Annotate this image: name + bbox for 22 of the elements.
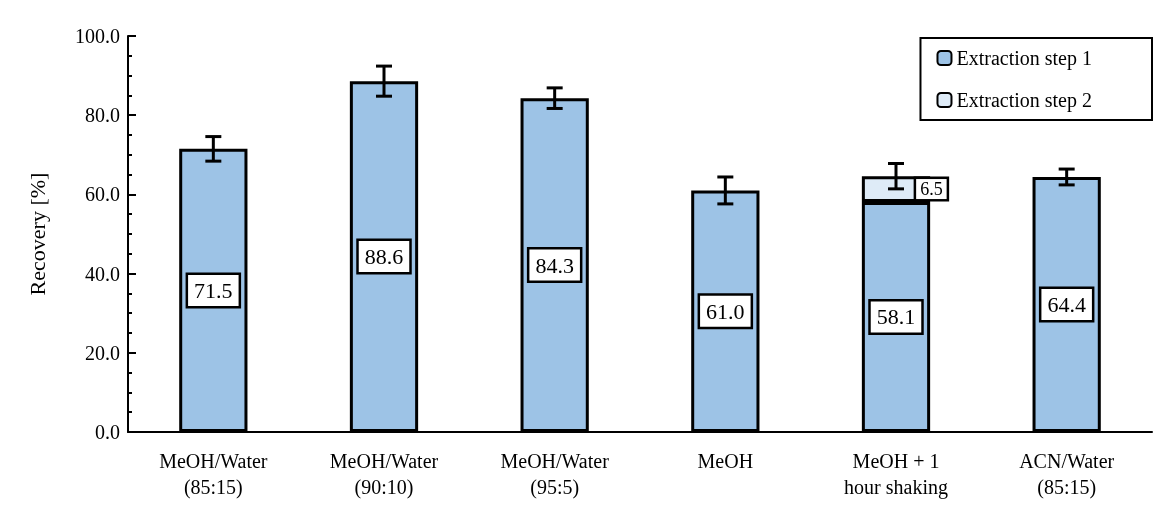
x-tick-label: MeOH/Water (95:5) <box>500 450 610 499</box>
data-label: 58.1 <box>876 304 916 330</box>
y-tick-label: 0.0 <box>95 421 120 443</box>
x-tick-label: ACN/Water (85:15) <box>1019 450 1115 499</box>
x-tick-label: MeOH/Water (85:15) <box>159 450 268 499</box>
data-label: 88.6 <box>364 244 404 270</box>
legend-label: Extraction step 1 <box>956 47 1093 70</box>
y-tick-label: 80.0 <box>85 104 120 127</box>
y-axis-title: Recovery [%] <box>24 172 50 296</box>
y-tick-label: 60.0 <box>85 183 120 206</box>
y-tick-label: 40.0 <box>85 262 120 285</box>
x-tick-label: MeOH/Water (90:10) <box>329 450 439 499</box>
x-tick-label: MeOH + 1 hour shaking <box>844 450 948 499</box>
data-label: 84.3 <box>535 252 574 278</box>
data-label: 6.5 <box>920 179 943 200</box>
data-label: 64.4 <box>1047 291 1086 317</box>
data-label: 71.5 <box>194 277 233 303</box>
legend-label: Extraction step 2 <box>956 89 1093 112</box>
data-label: 61.0 <box>706 298 745 324</box>
y-tick-label: 100.0 <box>75 25 120 47</box>
y-tick-label: 20.0 <box>85 341 120 364</box>
x-tick-label: MeOH <box>697 450 754 472</box>
